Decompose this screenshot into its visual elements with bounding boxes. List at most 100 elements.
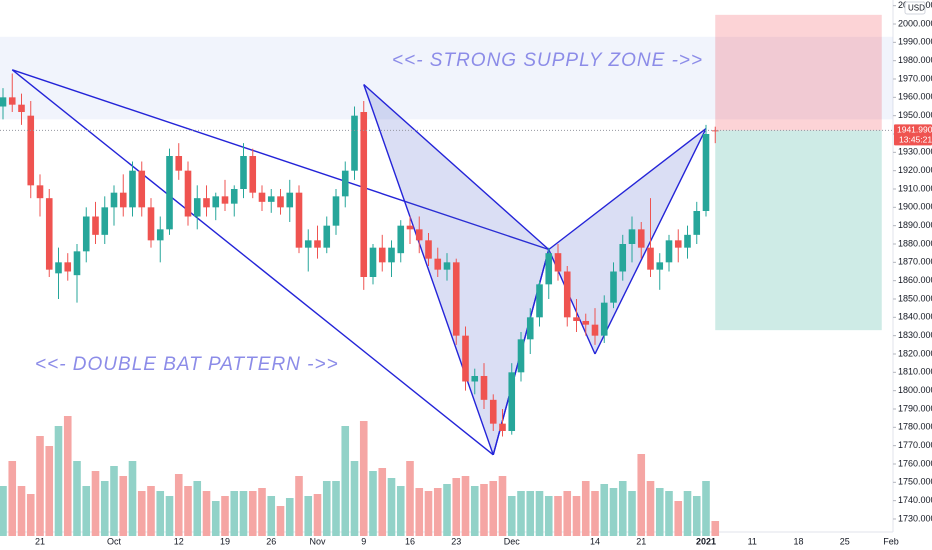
candle-body — [166, 156, 173, 230]
candle-body — [240, 156, 247, 190]
x-tick-label: 26 — [266, 536, 276, 546]
volume-bar — [258, 488, 266, 536]
candle-body — [711, 130, 719, 132]
volume-bar — [591, 491, 599, 536]
y-tick-label: 1850.000 — [898, 293, 932, 303]
candle-body — [563, 271, 571, 318]
candle-body — [591, 324, 599, 336]
y-tick-label: 1960.000 — [898, 92, 932, 102]
volume-bar — [26, 494, 35, 536]
volume-bar — [165, 496, 174, 536]
supply-zone — [0, 36, 893, 120]
volume-bar — [387, 478, 396, 536]
volume-bar — [73, 461, 81, 536]
candle-body — [462, 335, 469, 382]
candle-body — [508, 372, 516, 431]
volume-bar — [313, 494, 322, 536]
candle-body — [554, 253, 562, 272]
volume-bar — [239, 491, 248, 536]
candle-body — [526, 317, 534, 340]
y-tick-label: 1900.000 — [898, 202, 932, 212]
candle-body — [64, 262, 72, 272]
y-tick-label: 1980.000 — [898, 55, 932, 65]
pattern-fill — [548, 128, 706, 354]
candle-body — [27, 115, 35, 186]
volume-bar — [304, 496, 313, 536]
candle-body — [55, 262, 62, 274]
y-tick-label: 1930.000 — [898, 147, 932, 157]
candle-body — [443, 262, 451, 270]
volume-bar — [128, 461, 137, 536]
volume-bar — [276, 506, 285, 536]
candle-body — [156, 229, 164, 241]
volume-bar — [359, 421, 368, 536]
candle-body — [304, 240, 312, 248]
pattern-leg — [12, 69, 549, 251]
volume-bar — [452, 478, 461, 536]
candle-body — [360, 112, 368, 277]
candle-body — [341, 170, 349, 197]
x-tick-label: 23 — [451, 536, 461, 546]
volume-bar — [618, 481, 627, 536]
candle-body — [129, 170, 136, 208]
volume-bar — [174, 474, 183, 536]
candle-body — [693, 211, 701, 235]
y-tick-label: 1910.000 — [898, 183, 932, 193]
candle-body — [18, 104, 25, 113]
volume-bar — [646, 481, 655, 536]
volume-bar — [36, 436, 44, 536]
y-tick-label: 1820.000 — [898, 348, 932, 358]
x-tick-label: Dec — [504, 536, 521, 546]
candle-body — [397, 225, 405, 254]
volume-bar — [295, 476, 303, 536]
volume-bar — [110, 466, 118, 536]
candle-body — [36, 185, 44, 199]
volume-bar — [433, 488, 442, 536]
volume-bar — [184, 486, 192, 536]
candle-body — [406, 225, 414, 230]
y-tick-label: 1830.000 — [898, 330, 932, 340]
volume-bar — [82, 486, 91, 536]
annotation: <<- STRONG SUPPLY ZONE ->> — [392, 50, 703, 71]
volume-bar — [517, 491, 525, 536]
volume-bar — [424, 491, 433, 536]
x-tick-label: 21 — [35, 536, 45, 546]
volume-bar — [711, 521, 720, 536]
volume-bar — [480, 484, 488, 536]
candle-body — [369, 247, 377, 277]
volume-bar — [563, 491, 572, 536]
candle-body — [351, 115, 358, 171]
candle-body — [119, 192, 127, 208]
y-tick-label: 1740.000 — [898, 495, 932, 505]
candle-body — [175, 156, 183, 171]
candle-body — [147, 207, 155, 241]
volume-bar — [628, 491, 636, 536]
candle-body — [415, 229, 423, 241]
candle-body — [674, 240, 682, 248]
y-tick-label: 1800.000 — [898, 385, 932, 395]
volume-bar — [221, 496, 229, 536]
volume-bar — [655, 488, 664, 536]
volume-bar — [332, 481, 340, 536]
volume-bar — [119, 476, 128, 536]
candle-body — [647, 247, 654, 270]
candle-body — [471, 375, 479, 382]
volume-bar — [211, 501, 220, 536]
candle-body — [378, 247, 386, 263]
volume-bar — [285, 498, 294, 536]
x-tick-label: 19 — [220, 536, 230, 546]
candle-body — [628, 229, 636, 245]
volume-bar — [17, 486, 26, 536]
candle-body — [249, 156, 257, 193]
candle-body — [212, 196, 220, 208]
candle-body — [8, 97, 16, 105]
candle-body — [480, 375, 488, 400]
volume-bar — [54, 426, 63, 536]
volume-bar — [8, 461, 17, 536]
volume-bar — [341, 426, 350, 536]
y-tick-label: 1860.000 — [898, 275, 932, 285]
x-tick-label: 14 — [590, 536, 600, 546]
countdown: 13:45:21 — [899, 135, 932, 145]
candle-body — [295, 192, 303, 248]
volume-bar — [415, 488, 424, 536]
